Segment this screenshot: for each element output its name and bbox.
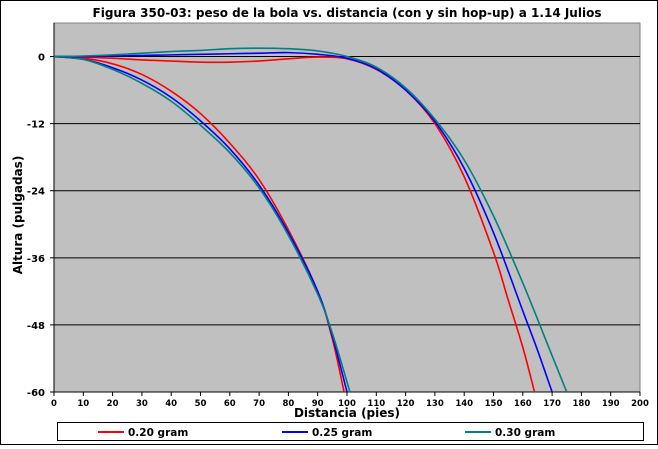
series-line-1 [53,55,348,393]
x-tick-label: 20 [107,399,119,409]
series-lines [53,47,568,393]
x-tick-label: 0 [51,399,57,409]
x-tick-label: 100 [338,399,356,409]
x-tick-label: 200 [631,399,649,409]
chart-title: Figura 350-03: peso de la bola vs. dista… [93,6,602,20]
y-tick-label: -36 [27,254,45,265]
x-tick-label: 90 [312,399,324,409]
grid-lines [54,56,640,326]
legend-label: 0.25 gram [312,427,372,439]
legend-box [57,422,644,441]
x-axis-label: Distancia (pies) [294,406,400,420]
x-tick-label: 110 [367,399,385,409]
series-line-3 [53,55,536,393]
y-tick-label: -24 [27,187,45,198]
y-tick-label: -48 [27,321,45,332]
y-axis-label: Altura (pulgadas) [11,156,25,275]
x-tick-label: 80 [282,399,294,409]
x-tick-label: 40 [165,399,177,409]
x-tick-label: 30 [136,399,148,409]
legend-label: 0.20 gram [128,427,188,439]
x-tick-label: 160 [514,399,532,409]
series-line-4 [53,51,553,393]
series-line-5 [53,47,568,393]
x-tick-label: 170 [543,399,561,409]
y-tick-label: -12 [27,120,45,131]
x-tick-label: 140 [455,399,473,409]
plot-area [53,22,641,393]
x-tick-label: 120 [397,399,415,409]
legend: 0.20 gram 0.25 gram 0.30 gram [98,427,555,439]
x-tick-label: 130 [426,399,444,409]
series-line-2 [53,55,351,393]
x-tick-label: 180 [573,399,591,409]
x-tick-label: 70 [253,399,265,409]
x-tick-label: 60 [224,399,236,409]
x-tick-label: 150 [485,399,503,409]
y-tick-label: -60 [27,388,45,399]
x-tick-label: 10 [77,399,89,409]
x-tick-label: 50 [195,399,207,409]
legend-label: 0.30 gram [495,427,555,439]
x-tick-label: 190 [602,399,620,409]
y-tick-label: 0 [38,53,45,64]
